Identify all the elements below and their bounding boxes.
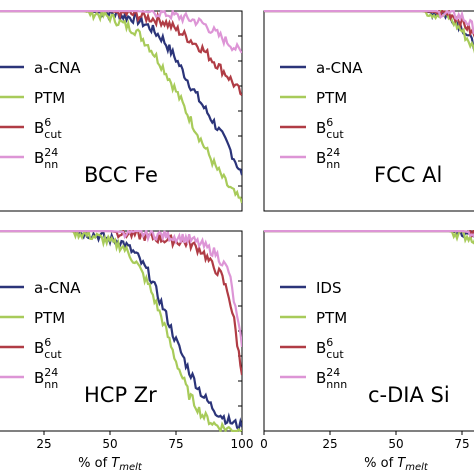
legend-label: B24 nn <box>34 366 58 391</box>
legend-label: PTM <box>34 89 65 107</box>
legend-label: B6 cut <box>34 336 62 361</box>
x-tick-label: 25 <box>322 437 337 451</box>
series-line-pink <box>264 230 474 238</box>
legend-label: B24 nn <box>34 146 58 171</box>
panel-annotation: c-DIA Si <box>368 383 450 407</box>
series-line-pink <box>264 10 474 35</box>
panel-bottom-left: a-CNA PTM B6 cut B24 nn HCP Zr 25 50 75 100 % of Tm… <box>0 230 254 473</box>
legend-label: a-CNA <box>34 59 81 77</box>
series-line-navy <box>264 10 474 52</box>
panel-annotation: BCC Fe <box>84 163 158 187</box>
x-tick-label: 50 <box>102 437 117 451</box>
x-axis-label: % of Tmelt <box>364 456 429 473</box>
legend-label: B6 cut <box>316 116 344 141</box>
axes-frame <box>263 10 474 212</box>
panel-annotation: FCC Al <box>374 163 442 187</box>
legend-label: B24 nnn <box>316 366 347 391</box>
legend-label: PTM <box>316 89 347 107</box>
series-line-green <box>264 230 474 245</box>
panel-annotation: HCP Zr <box>84 383 157 407</box>
legend-label: a-CNA <box>316 59 363 77</box>
panel-top-left: a-CNA PTM B6 cut B24 nn BCC Fe <box>0 10 243 212</box>
series-line-green <box>264 10 474 54</box>
series-line-red <box>264 10 474 38</box>
x-tick-label: 0 <box>260 437 268 451</box>
series-line-pink <box>0 230 242 348</box>
x-tick-label: 75 <box>454 437 469 451</box>
legend-label: PTM <box>34 309 65 327</box>
x-tick-label: 100 <box>231 437 254 451</box>
x-axis-label: % of Tmelt <box>78 456 143 473</box>
legend-label: a-CNA <box>34 279 81 297</box>
x-tick-label: 25 <box>36 437 51 451</box>
panel-top-right: a-CNA PTM B6 cut B24 nn FCC Al <box>263 10 474 212</box>
x-tick-label: 50 <box>388 437 403 451</box>
legend-label: B6 cut <box>316 336 344 361</box>
legend-label: B24 nn <box>316 146 340 171</box>
legend-label: PTM <box>316 309 347 327</box>
series-line-pink <box>0 10 242 54</box>
legend-label: B6 cut <box>34 116 62 141</box>
legend-label: IDS <box>316 279 342 297</box>
x-tick-label: 75 <box>168 437 183 451</box>
panel-bottom-right: IDS PTM B6 cut B24 nnn c-DIA Si 0 25 50 75 % of Tme… <box>260 230 474 473</box>
